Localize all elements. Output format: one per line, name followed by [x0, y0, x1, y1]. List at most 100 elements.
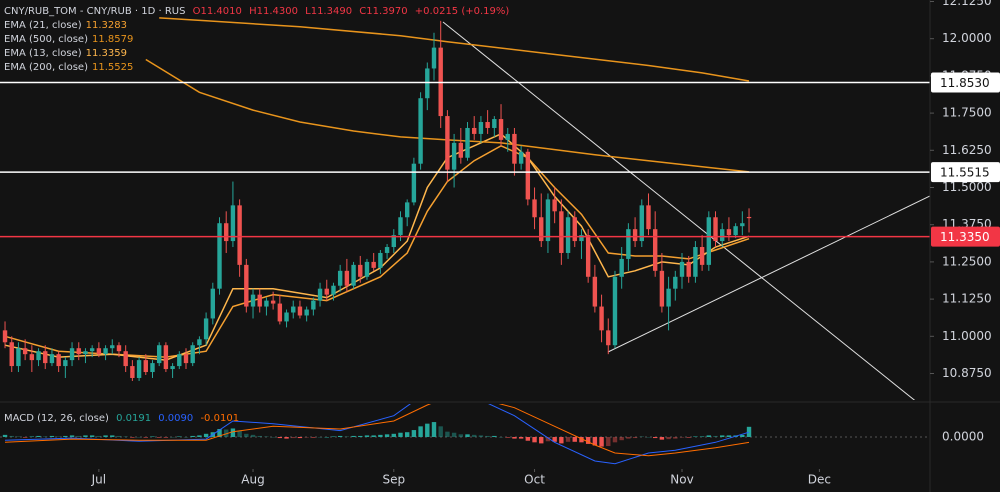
- histogram-bar: [103, 435, 108, 437]
- candle-body: [572, 217, 577, 242]
- histogram-bar: [518, 437, 524, 439]
- candle-body: [646, 205, 651, 230]
- histogram-bar: [632, 437, 638, 439]
- x-tick-label: Oct: [524, 473, 545, 487]
- header: CNY/RUB_TOM - CNY/RUB · 1D · RUS O11.401…: [4, 6, 509, 17]
- histogram-bar: [746, 426, 752, 437]
- ema-name: EMA (21, close): [4, 20, 82, 31]
- histogram-bar: [478, 435, 484, 437]
- ema-name: EMA (13, close): [4, 48, 82, 59]
- histogram-bar: [69, 435, 75, 437]
- axes: 12.125012.000011.875011.750011.625011.50…: [91, 0, 1000, 487]
- histogram-bar: [324, 437, 329, 438]
- candle-body: [89, 348, 95, 352]
- candle-body: [103, 348, 108, 355]
- candle-body: [110, 345, 115, 349]
- level-label: 11.3350: [940, 230, 990, 244]
- candle-body: [183, 354, 189, 364]
- candle-body: [324, 288, 329, 295]
- candle-body: [445, 116, 450, 170]
- histogram-bar: [720, 435, 725, 437]
- signal-value: -0.0101: [200, 413, 239, 424]
- candle-body: [2, 330, 8, 343]
- histogram-bar: [358, 435, 363, 437]
- price-pane: [0, 17, 930, 400]
- candle-body: [270, 300, 276, 304]
- candle-body: [384, 247, 390, 253]
- macd-legend: MACD (12, 26, close) 0.0191 0.0090 -0.01…: [4, 413, 239, 424]
- x-tick-label: Nov: [670, 473, 693, 487]
- symbol: CNY/RUB_TOM - CNY/RUB · 1D · RUS: [4, 6, 185, 17]
- y-tick-label: 11.6250: [942, 143, 992, 157]
- histogram-bar: [317, 437, 323, 438]
- histogram-bar: [143, 437, 148, 438]
- candle-body: [297, 306, 303, 316]
- histogram-bar: [170, 437, 175, 438]
- histogram-bar: [404, 432, 410, 437]
- candle-body: [451, 142, 457, 170]
- ema-value: 11.3359: [86, 48, 127, 59]
- candle-body: [364, 261, 370, 277]
- histogram-bar: [438, 426, 443, 437]
- histogram-bar: [626, 437, 631, 439]
- histogram-bar: [22, 437, 28, 438]
- candle-body: [197, 339, 202, 346]
- candle-body: [123, 351, 128, 367]
- candle-body: [163, 345, 169, 370]
- trend-line: [442, 21, 916, 400]
- candle-body: [43, 351, 48, 364]
- candle-body: [83, 351, 88, 355]
- y-tick-label: 11.0000: [942, 329, 992, 343]
- histogram-bar: [451, 432, 457, 437]
- candle-body: [592, 276, 598, 307]
- candle-body: [371, 261, 376, 268]
- candle-body: [358, 264, 363, 277]
- histogram-bar: [659, 437, 665, 440]
- histogram-bar: [217, 429, 222, 437]
- histogram-bar: [726, 435, 732, 437]
- candle-body: [498, 119, 504, 140]
- candle-body: [190, 345, 195, 364]
- candle-body: [404, 202, 410, 218]
- candle-body: [686, 261, 691, 277]
- candle-body: [224, 223, 229, 242]
- y-tick-label: 11.2500: [942, 254, 992, 268]
- macd-title: MACD (12, 26, close): [4, 413, 109, 424]
- histogram-bar: [585, 437, 591, 444]
- histogram-bar: [565, 437, 571, 442]
- histogram-bar: [130, 437, 135, 438]
- level-box: [931, 162, 1000, 183]
- signal-line: [4, 404, 750, 457]
- x-tick-label: Aug: [241, 473, 264, 487]
- histogram-bar: [639, 436, 644, 437]
- histogram-bar: [525, 437, 531, 441]
- ema-legend: EMA (13, close) 11.3359: [4, 48, 127, 59]
- candle-body: [69, 348, 75, 361]
- close: C11.3970: [359, 6, 407, 17]
- histogram-bar: [579, 437, 584, 443]
- x-tick-label: Jul: [91, 473, 106, 487]
- candle-body: [518, 151, 524, 164]
- histogram-bar: [96, 435, 102, 437]
- macd-value: 0.0090: [158, 413, 193, 424]
- candle-body: [599, 306, 604, 331]
- candle-body: [331, 285, 336, 295]
- histogram-bar: [492, 435, 497, 437]
- candle-body: [666, 288, 671, 307]
- legend: CNY/RUB_TOM - CNY/RUB · 1D · RUS O11.401…: [4, 6, 509, 424]
- candle-body: [210, 288, 216, 319]
- histogram-bar: [177, 436, 182, 437]
- histogram-bar: [2, 434, 8, 437]
- histogram-bar: [136, 437, 142, 438]
- candle-body: [257, 294, 262, 307]
- candle-body: [733, 226, 738, 236]
- candle-body: [626, 229, 631, 259]
- candle-body: [472, 127, 477, 134]
- ema-value: 11.5525: [92, 62, 133, 73]
- candle-body: [505, 133, 510, 140]
- histogram-bar: [740, 434, 745, 437]
- histogram-bar: [505, 437, 510, 438]
- candle-body: [619, 258, 624, 277]
- histogram-bar: [652, 437, 658, 439]
